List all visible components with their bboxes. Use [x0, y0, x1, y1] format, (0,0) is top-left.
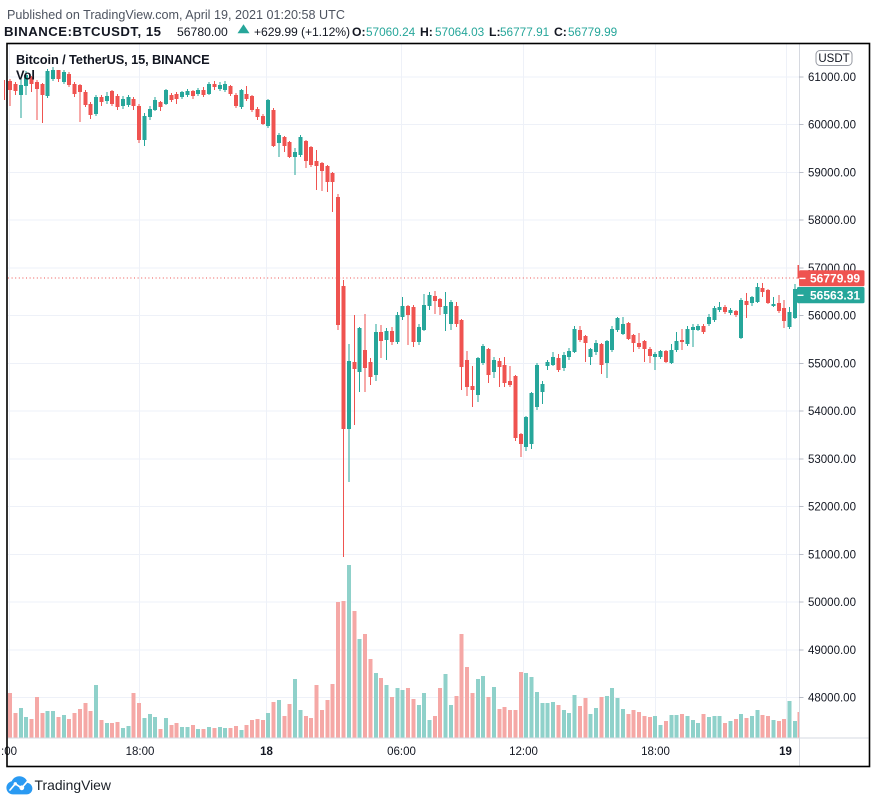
svg-text:56779.99: 56779.99	[810, 272, 860, 286]
svg-text:58000.00: 58000.00	[808, 215, 856, 227]
svg-text:BINANCE:BTCUSDT, 15: BINANCE:BTCUSDT, 15	[4, 24, 162, 39]
svg-text:Vol: Vol	[16, 68, 35, 83]
svg-text:18:00: 18:00	[126, 746, 155, 758]
svg-text:54000.00: 54000.00	[808, 406, 856, 418]
svg-text:53000.00: 53000.00	[808, 454, 856, 466]
svg-text:48000.00: 48000.00	[808, 693, 856, 705]
svg-text:50000.00: 50000.00	[808, 597, 856, 609]
svg-text:C:: C:	[554, 25, 567, 39]
svg-text:59000.00: 59000.00	[808, 168, 856, 180]
svg-text:O:: O:	[352, 25, 366, 39]
svg-text:57064.03: 57064.03	[435, 25, 485, 39]
svg-text:51000.00: 51000.00	[808, 550, 856, 562]
svg-text:Published on TradingView.com,: Published on TradingView.com, April 19, …	[7, 8, 345, 22]
svg-text:49000.00: 49000.00	[808, 645, 856, 657]
svg-text:60000.00: 60000.00	[808, 120, 856, 132]
svg-text:18: 18	[260, 746, 273, 758]
svg-text:56000.00: 56000.00	[808, 311, 856, 323]
svg-text:H:: H:	[420, 25, 433, 39]
svg-text:+629.99 (+1.12%): +629.99 (+1.12%)	[254, 25, 350, 39]
svg-text:61000.00: 61000.00	[808, 72, 856, 84]
svg-text::00: :00	[1, 746, 17, 758]
svg-text:12:00: 12:00	[509, 746, 538, 758]
svg-text:06:00: 06:00	[387, 746, 416, 758]
svg-text:18:00: 18:00	[641, 746, 670, 758]
svg-text:57060.24: 57060.24	[366, 25, 416, 39]
svg-text:USDT: USDT	[818, 53, 849, 65]
svg-text:19: 19	[779, 746, 792, 758]
svg-text:56777.91: 56777.91	[500, 25, 549, 39]
svg-text:L:: L:	[489, 25, 501, 39]
svg-text:Bitcoin / TetherUS, 15, BINANC: Bitcoin / TetherUS, 15, BINANCE	[16, 52, 210, 67]
svg-text:56779.99: 56779.99	[568, 25, 617, 39]
svg-text:52000.00: 52000.00	[808, 502, 856, 514]
svg-text:56780.00: 56780.00	[177, 25, 228, 39]
svg-text:56563.31: 56563.31	[810, 289, 860, 303]
svg-text:TradingView: TradingView	[35, 777, 112, 793]
svg-text:55000.00: 55000.00	[808, 359, 856, 371]
